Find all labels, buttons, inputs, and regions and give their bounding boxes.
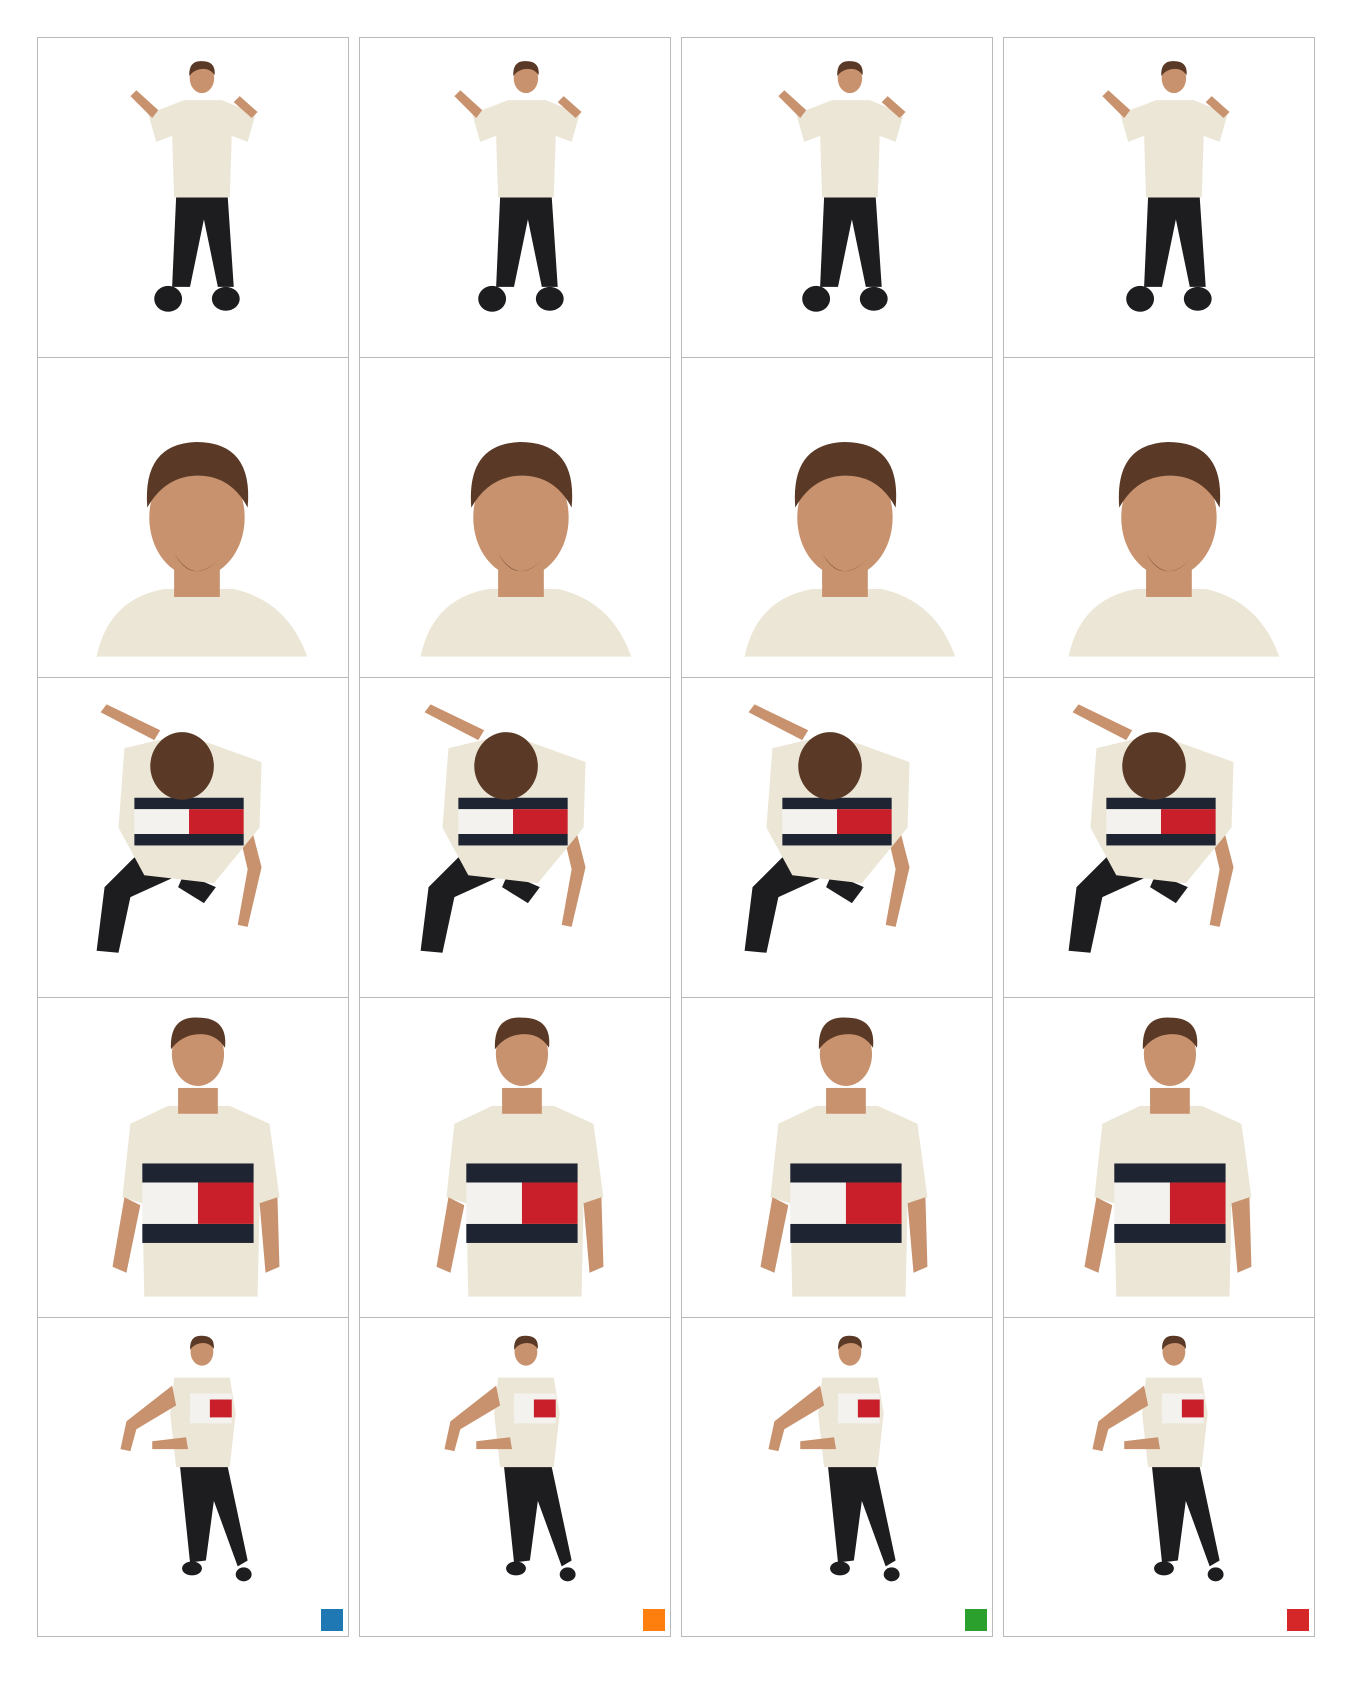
human-render-image [112, 1017, 280, 1297]
comparison-grid [37, 37, 1315, 1637]
human-render-image [1102, 61, 1230, 312]
method-color-swatch-2 [643, 1609, 665, 1631]
human-render-image [760, 1017, 928, 1297]
human-render-image [768, 1335, 900, 1582]
render-cell-upper-body-front-method-2 [359, 997, 671, 1317]
shirt-logo [1106, 797, 1216, 846]
render-cell-head-closeup-method-4 [1003, 357, 1315, 677]
render-cell-three-quarter-full-body-method-2 [359, 1317, 671, 1637]
shirt-logo [1114, 1163, 1226, 1243]
render-cell-back-full-body-method-2 [359, 37, 671, 357]
render-cell-top-down-method-1 [37, 677, 349, 997]
render-cell-head-closeup-method-1 [37, 357, 349, 677]
method-color-swatch-1 [321, 1609, 343, 1631]
shirt-logo [458, 797, 568, 846]
human-render-image [744, 704, 910, 953]
render-cell-back-full-body-method-1 [37, 37, 349, 357]
human-render-image [420, 704, 586, 953]
render-cell-top-down-method-2 [359, 677, 671, 997]
human-render-image [1068, 441, 1280, 657]
method-color-swatch-3 [965, 1609, 987, 1631]
render-cell-back-full-body-method-4 [1003, 37, 1315, 357]
render-cell-back-full-body-method-3 [681, 37, 993, 357]
render-cell-head-closeup-method-2 [359, 357, 671, 677]
shirt-logo [466, 1163, 578, 1243]
method-color-swatch-4 [1287, 1609, 1309, 1631]
human-render-image [130, 61, 258, 312]
human-render-image [444, 1335, 576, 1582]
human-render-image [420, 441, 632, 657]
human-render-image [1068, 704, 1234, 953]
human-render-image [436, 1017, 604, 1297]
human-render-image [1084, 1017, 1252, 1297]
shirt-logo [782, 797, 892, 846]
human-render-image [120, 1335, 252, 1582]
render-cell-top-down-method-4 [1003, 677, 1315, 997]
render-cell-head-closeup-method-3 [681, 357, 993, 677]
human-render-image [454, 61, 582, 312]
render-cell-upper-body-front-method-4 [1003, 997, 1315, 1317]
shirt-logo [142, 1163, 254, 1243]
render-cell-upper-body-front-method-1 [37, 997, 349, 1317]
render-cell-three-quarter-full-body-method-1 [37, 1317, 349, 1637]
render-cell-three-quarter-full-body-method-4 [1003, 1317, 1315, 1637]
human-render-image [96, 441, 308, 657]
render-cell-top-down-method-3 [681, 677, 993, 997]
human-render-image [1092, 1335, 1224, 1582]
shirt-logo [134, 797, 244, 846]
shirt-logo [790, 1163, 902, 1243]
human-render-image [778, 61, 906, 312]
render-cell-upper-body-front-method-3 [681, 997, 993, 1317]
human-render-image [744, 441, 956, 657]
human-render-image [96, 704, 262, 953]
render-cell-three-quarter-full-body-method-3 [681, 1317, 993, 1637]
